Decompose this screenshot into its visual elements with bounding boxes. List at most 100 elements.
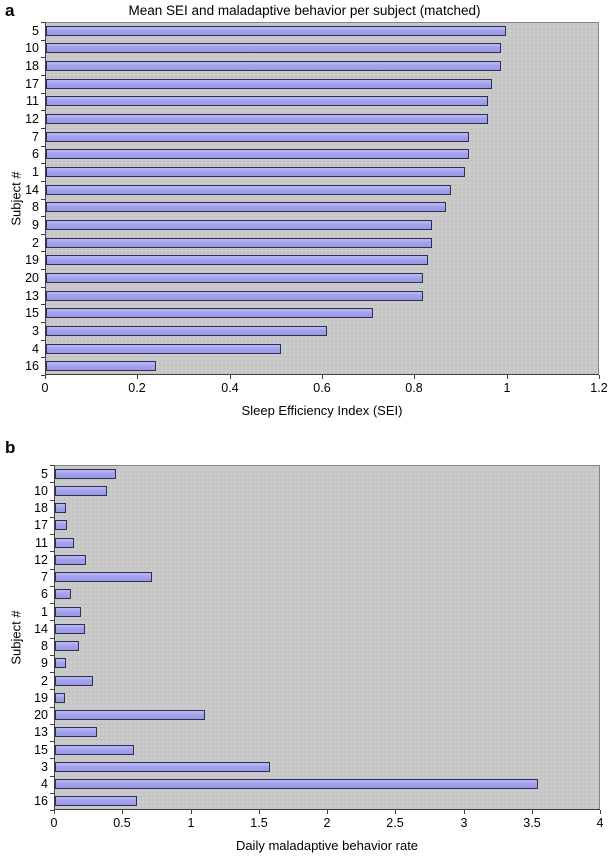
bar-subject-9 (46, 220, 432, 230)
y-tick-mark (50, 569, 54, 570)
x-tick-label: 3.5 (523, 816, 541, 830)
y-tick-label: 17 (34, 518, 48, 532)
bar-subject-10 (55, 486, 107, 496)
bar-subject-14 (55, 624, 85, 634)
y-tick-label: 12 (34, 553, 48, 567)
x-tick-label: 1.5 (250, 816, 268, 830)
y-tick-mark (50, 482, 54, 483)
x-tick-mark (507, 375, 508, 379)
bar-subject-17 (46, 79, 492, 89)
x-tick-label: 0.8 (405, 381, 423, 395)
bar-subject-8 (55, 641, 79, 651)
y-tick-label: 18 (25, 59, 39, 73)
y-tick-mark (50, 655, 54, 656)
y-tick-label: 20 (25, 271, 39, 285)
y-tick-label: 5 (32, 24, 39, 38)
y-tick-label: 20 (34, 708, 48, 722)
bar-subject-17 (55, 520, 67, 530)
y-tick-mark (41, 357, 45, 358)
x-axis-line (45, 374, 599, 375)
x-tick-mark (191, 810, 192, 814)
x-tick-label: 0.6 (313, 381, 331, 395)
y-tick-label: 7 (32, 130, 39, 144)
x-tick-mark (327, 810, 328, 814)
x-tick-label: 2 (323, 816, 331, 830)
bar-subject-16 (46, 361, 156, 371)
bar-subject-5 (55, 469, 116, 479)
y-tick-mark (41, 322, 45, 323)
chart-b-plot-area (54, 465, 600, 810)
y-tick-label: 11 (35, 536, 48, 550)
y-tick-label: 4 (32, 342, 39, 356)
bar-subject-7 (46, 132, 469, 142)
y-tick-mark (50, 465, 54, 466)
chart-a-title: Mean SEI and maladaptive behavior per su… (128, 3, 481, 18)
bar-subject-5 (46, 26, 506, 36)
bar-subject-19 (55, 693, 65, 703)
bar-subject-4 (46, 344, 281, 354)
bar-subject-2 (55, 676, 93, 686)
bar-subject-2 (46, 238, 432, 248)
x-tick-mark (45, 375, 46, 379)
y-tick-label: 1 (32, 165, 39, 179)
y-tick-label: 8 (41, 639, 48, 653)
y-tick-label: 2 (32, 236, 39, 250)
y-tick-mark (50, 500, 54, 501)
bar-subject-18 (55, 503, 66, 513)
y-tick-mark (41, 216, 45, 217)
y-tick-mark (41, 40, 45, 41)
x-tick-label: 0.5 (113, 816, 131, 830)
bar-subject-11 (46, 96, 488, 106)
y-tick-mark (50, 551, 54, 552)
x-tick-mark (600, 810, 601, 814)
y-tick-mark (41, 146, 45, 147)
x-tick-mark (532, 810, 533, 814)
y-tick-mark (50, 810, 54, 811)
y-tick-label: 11 (26, 94, 39, 108)
y-tick-mark (41, 75, 45, 76)
bar-subject-3 (46, 326, 327, 336)
y-tick-label: 15 (34, 743, 48, 757)
bar-subject-9 (55, 658, 66, 668)
x-tick-mark (599, 375, 600, 379)
bar-subject-7 (55, 572, 152, 582)
y-tick-mark (50, 689, 54, 690)
bar-subject-16 (55, 796, 137, 806)
x-tick-label: 0 (50, 816, 58, 830)
y-tick-mark (50, 707, 54, 708)
bar-subject-14 (46, 185, 451, 195)
x-tick-mark (122, 810, 123, 814)
y-tick-label: 1 (41, 605, 48, 619)
y-tick-label: 6 (41, 587, 48, 601)
y-tick-label: 12 (25, 112, 39, 126)
bar-subject-15 (55, 745, 134, 755)
chart-a-x-axis-title: Sleep Efficiency Index (SEI) (241, 403, 403, 418)
y-tick-mark (41, 251, 45, 252)
y-tick-label: 7 (41, 570, 48, 584)
y-tick-mark (50, 724, 54, 725)
x-tick-mark (464, 810, 465, 814)
y-axis-line (54, 465, 55, 810)
y-tick-mark (41, 181, 45, 182)
bar-subject-20 (46, 273, 423, 283)
bar-subject-1 (55, 607, 81, 617)
bar-subject-15 (46, 308, 373, 318)
bar-subject-11 (55, 538, 74, 548)
x-tick-label: 4 (596, 816, 604, 830)
bar-subject-18 (46, 61, 501, 71)
y-axis-line (45, 22, 46, 375)
x-tick-label: 1 (187, 816, 195, 830)
bar-subject-6 (46, 149, 469, 159)
y-tick-mark (41, 287, 45, 288)
x-tick-label: 2.5 (386, 816, 404, 830)
y-tick-label: 10 (25, 41, 39, 55)
chart-b-x-axis-title: Daily maladaptive behavior rate (235, 838, 419, 853)
y-tick-label: 18 (34, 501, 48, 515)
y-tick-label: 4 (41, 777, 48, 791)
y-tick-mark (41, 304, 45, 305)
y-tick-label: 15 (25, 306, 39, 320)
y-tick-mark (50, 603, 54, 604)
x-tick-mark (414, 375, 415, 379)
bar-subject-13 (46, 291, 423, 301)
